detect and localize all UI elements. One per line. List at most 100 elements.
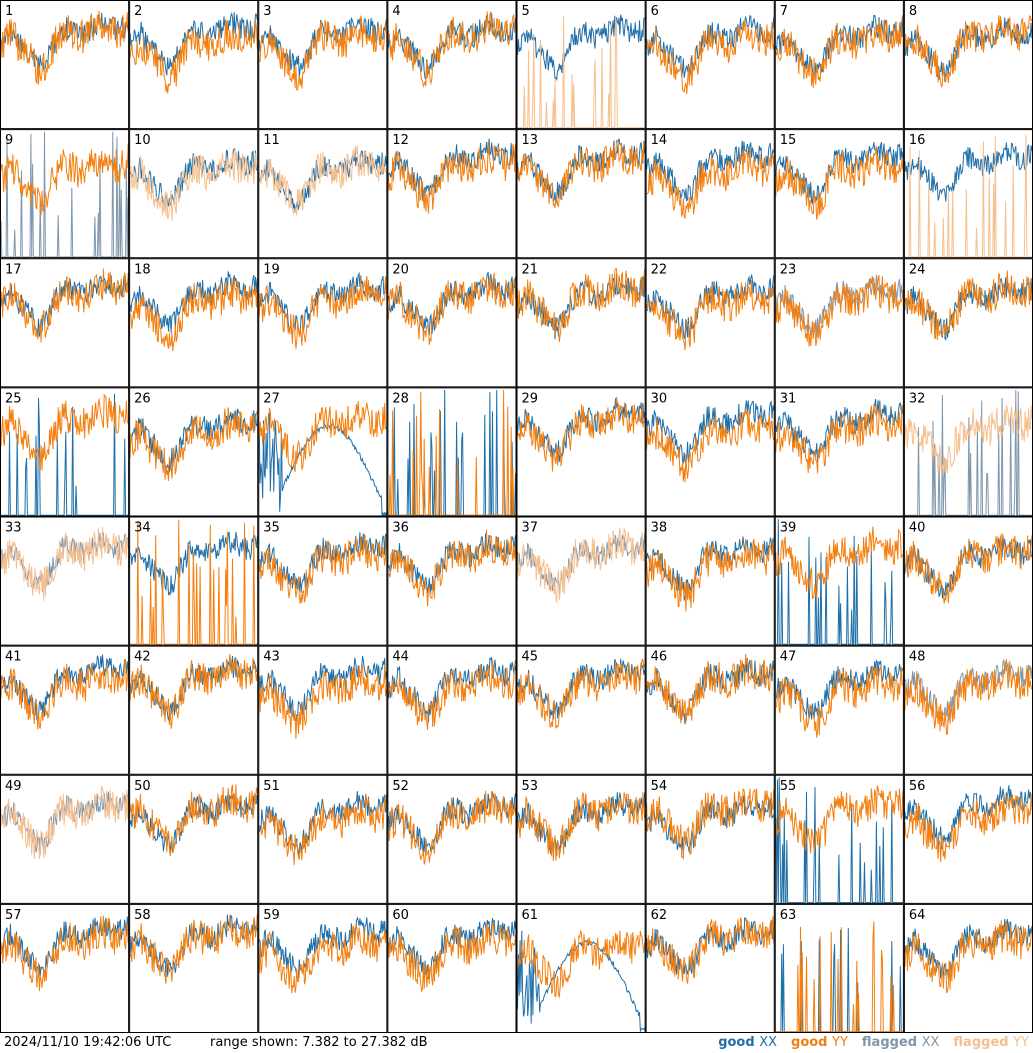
panel-61-xx-line: [517, 930, 646, 1032]
panel-51: 51: [258, 774, 388, 904]
panel-22-label: 22: [651, 262, 668, 277]
panel-6: 6: [645, 0, 775, 130]
panel-16-label: 16: [909, 133, 926, 148]
panel-2: 2: [129, 0, 259, 130]
panel-14-frame: [645, 129, 775, 259]
panel-59-yy-line: [258, 924, 387, 994]
panel-14-label: 14: [651, 133, 668, 148]
panel-53-label: 53: [522, 779, 539, 794]
panel-52-label: 52: [392, 779, 409, 794]
panel-64-yy-line: [904, 920, 1033, 994]
panel-49-yy-line: [0, 785, 129, 860]
panel-5-yy-line: [517, 16, 645, 129]
panel-19-label: 19: [263, 262, 280, 277]
panel-45: 45: [516, 645, 646, 775]
legend-good-xx-pol: XX: [759, 1035, 778, 1050]
legend-flagged-xx: flagged XX: [862, 1033, 940, 1053]
panel-17-yy-line: [0, 268, 129, 343]
panel-54-xx-line: [646, 795, 775, 856]
panel-63-yy-line: [775, 921, 903, 1033]
panel-7-xx-line: [775, 14, 904, 80]
panel-18-yy-line: [129, 277, 258, 352]
panel-12-frame: [387, 129, 517, 259]
panel-3-yy-line: [258, 15, 387, 91]
panel-7-yy-line: [775, 14, 904, 89]
panel-23-yy-line: [775, 274, 904, 347]
panel-14-xx-line: [646, 140, 775, 202]
panel-64-label: 64: [909, 908, 926, 923]
panel-6-yy-line: [646, 20, 775, 95]
panel-21: 21: [516, 258, 646, 388]
panel-62: 62: [645, 903, 775, 1033]
panel-19: 19: [258, 258, 388, 388]
panel-15-xx-line: [775, 141, 904, 206]
panel-61: 61: [516, 903, 646, 1033]
panel-62-frame: [645, 903, 775, 1033]
panel-25-frame: [0, 387, 130, 517]
panel-47: 47: [774, 645, 904, 775]
legend-good-yy: good YY: [791, 1033, 848, 1053]
panel-3-frame: [258, 0, 388, 130]
panel-15: 15: [774, 129, 904, 259]
panel-29: 29: [516, 387, 646, 517]
panel-58-label: 58: [134, 908, 151, 923]
panel-25-yy-line: [0, 393, 129, 471]
panel-55-xx-line: [775, 777, 903, 904]
panel-56-yy-line: [904, 793, 1033, 863]
panel-37-frame: [516, 516, 646, 646]
panel-10-yy-line: [129, 148, 258, 221]
panel-46-frame: [645, 645, 775, 775]
panel-2-xx-line: [129, 12, 258, 76]
panel-22-xx-line: [646, 274, 775, 339]
panel-61-label: 61: [522, 908, 539, 923]
panel-5-frame: [516, 0, 646, 130]
panel-56-xx-line: [904, 785, 1033, 850]
panel-39-label: 39: [780, 521, 797, 536]
panel-30: 30: [645, 387, 775, 517]
panel-21-frame: [516, 258, 646, 388]
panel-1: 1: [0, 0, 130, 130]
panel-20-frame: [387, 258, 517, 388]
panel-57-label: 57: [5, 908, 22, 923]
panel-36: 36: [387, 516, 517, 646]
panel-27: 27: [258, 387, 388, 517]
panel-23-xx-line: [775, 274, 904, 339]
panel-39: 39: [774, 516, 904, 646]
panel-14-yy-line: [646, 148, 775, 220]
panel-47-label: 47: [780, 650, 797, 665]
panel-21-yy-line: [517, 268, 646, 343]
panel-28-label: 28: [392, 391, 409, 406]
panel-43: 43: [258, 645, 388, 775]
panel-23-label: 23: [780, 262, 797, 277]
panel-61-frame: [516, 903, 646, 1033]
panel-7-label: 7: [780, 4, 788, 19]
panel-3-xx-line: [258, 17, 387, 78]
panel-47-frame: [774, 645, 904, 775]
panel-41: 41: [0, 645, 130, 775]
panel-4-frame: [387, 0, 517, 130]
panel-36-frame: [387, 516, 517, 646]
panel-2-frame: [129, 0, 259, 130]
panel-13-frame: [516, 129, 646, 259]
panel-45-frame: [516, 645, 646, 775]
panel-18-frame: [129, 258, 259, 388]
panel-54-frame: [645, 774, 775, 904]
panel-30-frame: [645, 387, 775, 517]
panel-58-yy-line: [129, 913, 258, 984]
panel-29-frame: [516, 387, 646, 517]
panel-12-yy-line: [387, 142, 516, 214]
panel-51-frame: [258, 774, 388, 904]
panel-23: 23: [774, 258, 904, 388]
panel-55-yy-line: [775, 785, 904, 854]
panel-35-yy-line: [258, 534, 387, 604]
panel-36-label: 36: [392, 521, 409, 536]
panel-27-frame: [258, 387, 388, 517]
panel-62-label: 62: [651, 908, 668, 923]
panel-57-yy-line: [0, 915, 129, 992]
legend: good XX good YY flagged XX flagged YY: [704, 1033, 1029, 1053]
panel-23-frame: [774, 258, 904, 388]
panel-42-yy-line: [129, 653, 258, 729]
panel-28-yy-line: [388, 389, 516, 516]
panel-60-yy-line: [387, 921, 516, 993]
